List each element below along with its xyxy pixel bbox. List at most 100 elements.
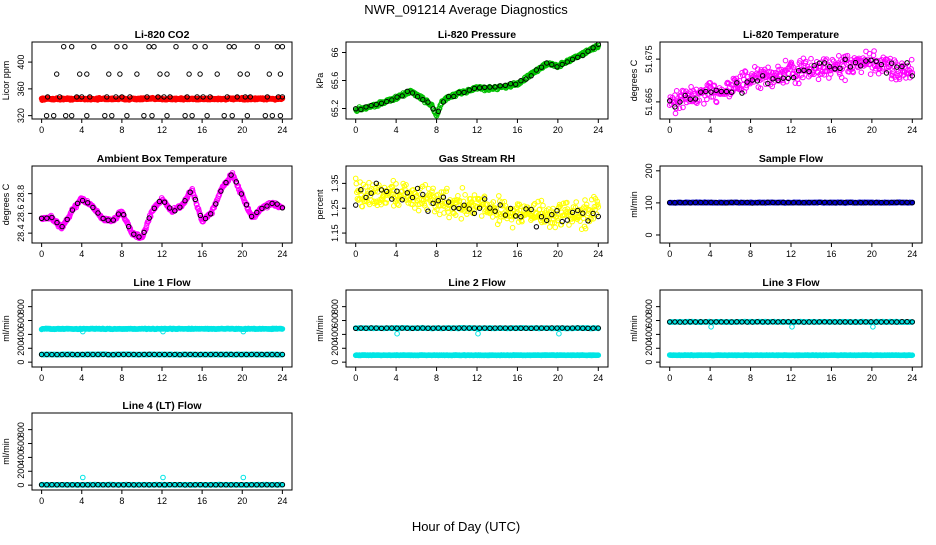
y-axis-label: degrees C (629, 59, 639, 101)
panel-title: Line 1 Flow (133, 277, 191, 289)
data-line2 (353, 325, 600, 357)
data-point-dense (702, 102, 707, 107)
data-point-cal_span2 (174, 45, 178, 49)
data-point-dense (445, 186, 450, 191)
data-point-cal_low (44, 114, 48, 118)
x-tick-label: 20 (237, 373, 247, 383)
y-tick-label: 800 (330, 299, 340, 314)
data-point-dense (583, 198, 588, 203)
x-tick-label: 0 (39, 496, 44, 506)
data-point-cal_low (183, 114, 187, 118)
x-tick-label: 0 (353, 125, 358, 135)
x-tick-label: 8 (119, 249, 124, 259)
x-tick-label: 8 (434, 249, 439, 259)
x-tick-label: 4 (708, 249, 713, 259)
data-point-hourly (534, 225, 538, 229)
x-tick-label: 8 (434, 373, 439, 383)
data-point-dense (801, 56, 806, 61)
y-axis-label: degrees C (1, 183, 11, 225)
y-tick-label: 28.4 (16, 224, 26, 242)
x-tick-label: 0 (353, 373, 358, 383)
figure-title: NWR_091214 Average Diagnostics (364, 2, 568, 17)
x-tick-label: 8 (748, 125, 753, 135)
data-point-cal_span2 (62, 45, 66, 49)
data-point-cal_span1 (238, 72, 242, 76)
x-tick-label: 0 (39, 125, 44, 135)
data-point-dense (868, 72, 873, 77)
data-pressure (353, 42, 600, 118)
x-tick-label: 16 (512, 373, 522, 383)
data-point-cal_span2 (115, 45, 119, 49)
data-line1 (39, 326, 284, 357)
y-axis-label: ml/min (629, 315, 639, 342)
data-point-cal_low (70, 114, 74, 118)
data-point-cal_span1 (267, 72, 271, 76)
panel-title: Line 2 Flow (448, 277, 506, 289)
data-point-cal_span1 (55, 72, 59, 76)
data-point-cal_span1 (245, 72, 249, 76)
data-point-cal_low (63, 114, 67, 118)
data-point-cal_low (263, 114, 267, 118)
y-axis-label: kPa (315, 73, 325, 89)
figure-xlabel: Hour of Day (UTC) (412, 519, 520, 534)
x-tick-label: 4 (79, 249, 84, 259)
x-tick-label: 8 (434, 125, 439, 135)
panel-title: Li-820 CO2 (135, 29, 190, 41)
data-point-dense (459, 217, 464, 222)
x-tick-label: 12 (157, 496, 167, 506)
data-point-flow_high (280, 327, 285, 332)
y-tick-label: 800 (16, 299, 26, 314)
y-tick-label: 360 (16, 81, 26, 96)
x-tick-label: 16 (826, 249, 836, 259)
x-tick-label: 16 (826, 373, 836, 383)
data-point-dense (541, 203, 546, 208)
x-tick-label: 4 (79, 373, 84, 383)
data-point-cal_low (125, 114, 129, 118)
data-point-cal_span2 (280, 45, 284, 49)
data-point-hourly (905, 61, 909, 65)
x-tick-label: 20 (553, 373, 563, 383)
x-tick-label: 12 (472, 125, 482, 135)
y-tick-label: 400 (644, 327, 654, 342)
x-tick-label: 4 (394, 249, 399, 259)
data-point-dense (909, 57, 914, 62)
data-point-cal_span1 (78, 72, 82, 76)
data-point-dense (574, 200, 579, 205)
data-point-dense (394, 182, 399, 187)
data-point-cal_low (278, 114, 282, 118)
y-tick-label: 51.665 (644, 88, 654, 116)
data-point-flow_low (910, 353, 915, 358)
x-tick-label: 24 (593, 373, 603, 383)
y-tick-label: 400 (16, 327, 26, 342)
data-point-cal_low (103, 114, 107, 118)
y-tick-label: 320 (16, 108, 26, 123)
y-tick-label: 100 (644, 195, 654, 210)
plot-frame (660, 42, 922, 119)
x-tick-label: 20 (237, 249, 247, 259)
x-tick-label: 20 (867, 373, 877, 383)
y-tick-label: 200 (330, 341, 340, 356)
x-tick-label: 24 (593, 125, 603, 135)
y-tick-label: 200 (16, 464, 26, 479)
data-point-dips (871, 325, 876, 330)
x-tick-label: 0 (667, 373, 672, 383)
data-sample_flow (667, 200, 914, 205)
x-tick-label: 12 (472, 373, 482, 383)
data-point-dense (460, 186, 465, 191)
data-point-dense (463, 193, 468, 198)
data-point-dense (553, 225, 558, 230)
data-box_temp (39, 171, 284, 241)
panel-title: Li-820 Temperature (743, 29, 839, 41)
data-point-dense (479, 214, 484, 219)
data-point-cal_span1 (215, 72, 219, 76)
data-point-cal_span2 (193, 45, 197, 49)
data-point-cal_low (190, 114, 194, 118)
y-tick-label: 1.35 (330, 175, 340, 193)
x-tick-label: 8 (119, 373, 124, 383)
